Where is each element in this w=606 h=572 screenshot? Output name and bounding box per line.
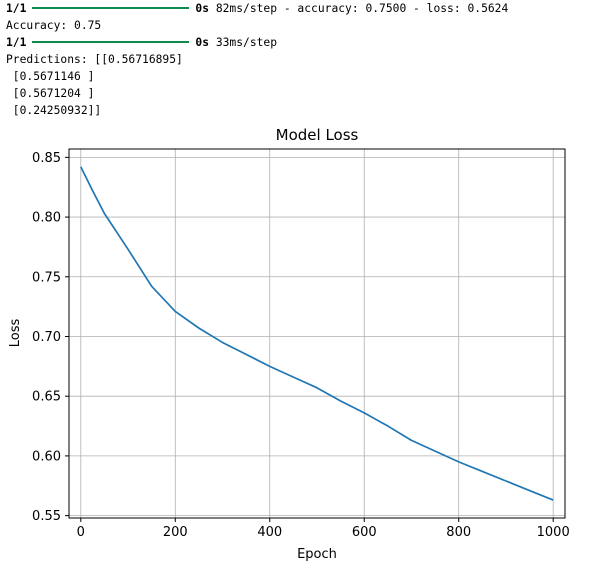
- y-tick-label: 0.85: [32, 151, 61, 166]
- x-axis: 0 200 400 600 800 1000: [77, 518, 570, 540]
- y-tick-label: 0.80: [32, 211, 61, 226]
- x-tick-label: 1000: [537, 525, 570, 540]
- y-tick-label: 0.65: [32, 390, 61, 405]
- predictions-line: [0.5671204 ]: [6, 87, 95, 100]
- chart-title: Model Loss: [276, 126, 359, 144]
- y-tick-label: 0.55: [32, 509, 61, 524]
- series-layer: [80, 166, 554, 501]
- loss-line: [80, 166, 554, 501]
- plot-frame: [68, 148, 566, 519]
- step-counter: 1/1: [6, 36, 27, 49]
- progress-bar: [32, 41, 190, 43]
- x-tick-label: 200: [163, 525, 188, 540]
- step-metrics: 82ms/step - accuracy: 0.7500 - loss: 0.5…: [209, 2, 509, 15]
- console-output: 1/1 0s 82ms/step - accuracy: 0.7500 - los…: [6, 0, 508, 119]
- elapsed-time: 0s: [195, 36, 210, 49]
- progress-line-1: 1/1 0s 82ms/step - accuracy: 0.7500 - los…: [6, 0, 508, 17]
- predictions-line: [0.24250932]]: [6, 104, 102, 117]
- x-tick-label: 800: [446, 525, 471, 540]
- elapsed-time: 0s: [195, 2, 210, 15]
- x-tick-label: 0: [77, 525, 85, 540]
- y-axis: 0.55 0.60 0.65 0.70 0.75 0.80 0.85: [32, 151, 69, 524]
- loss-chart: Model Loss 0 200 400 600 800 1000 0.55 0.60 0.6…: [8, 126, 570, 562]
- x-axis-label: Epoch: [297, 547, 337, 562]
- y-tick-label: 0.70: [32, 330, 61, 345]
- progress-line-2: 1/1 0s 33ms/step: [6, 34, 508, 51]
- x-tick-label: 600: [352, 525, 377, 540]
- x-tick-label: 400: [257, 525, 282, 540]
- y-axis-label: Loss: [8, 319, 23, 348]
- predictions-line: [0.5671146 ]: [6, 70, 95, 83]
- predictions-line: Predictions: [[0.56716895]: [6, 53, 183, 66]
- step-metrics: 33ms/step: [209, 36, 278, 49]
- grid-lines: [69, 149, 565, 518]
- step-counter: 1/1: [6, 2, 27, 15]
- progress-bar: [32, 7, 190, 9]
- accuracy-line: Accuracy: 0.75: [6, 19, 102, 32]
- y-tick-label: 0.75: [32, 270, 61, 285]
- y-tick-label: 0.60: [32, 449, 61, 464]
